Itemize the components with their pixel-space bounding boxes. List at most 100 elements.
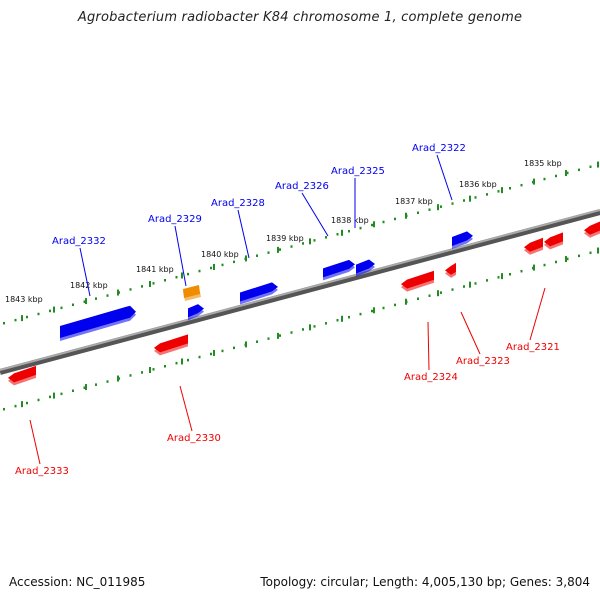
gene-feature[interactable] [323,259,355,281]
scale-reverse-dot [428,294,431,297]
scale-tick-label: 1839 kbp [266,234,304,243]
scale-reverse-dot [359,312,362,316]
gene-label-arad-2325[interactable]: Arad_2325 [331,166,385,177]
scale-reverse-dot [382,306,385,310]
scale-reverse-dot [451,288,454,291]
scale-reverse-dot [256,340,258,343]
scale-reverse-dot [348,315,350,319]
scale-reverse-dot [474,282,477,285]
gene-feature[interactable] [401,270,434,292]
gene-label-arad-2326[interactable]: Arad_2326 [275,181,329,192]
scale-reverse-dot [290,331,293,334]
scale-forward-dot [83,300,86,303]
gene-label-arad-2324[interactable]: Arad_2324 [404,372,458,383]
gene-label-arad-2330[interactable]: Arad_2330 [167,433,221,444]
gene-callouts: Arad_2332Arad_2329Arad_2328Arad_2326Arad… [15,143,560,477]
scale-reverse-dot [509,273,511,276]
scale-forward-dot [95,297,97,300]
gene-label-arad-2321[interactable]: Arad_2321 [506,342,560,353]
scale-forward-dot [371,223,373,227]
scale-reverse-dot [106,380,109,383]
scale-forward-dot [348,229,350,233]
scale-reverse-dot [279,334,281,337]
gene-label-arad-2323[interactable]: Arad_2323 [456,356,510,367]
gene-feature[interactable] [524,237,543,255]
gene-feature[interactable] [60,305,136,341]
scale-reverse-dot [95,383,97,386]
scale-forward-dot [164,279,166,282]
scale-reverse-dot [141,371,143,374]
scale-forward-dot [129,288,132,291]
scale-reverse-dot [60,392,63,396]
gene-label-arad-2332[interactable]: Arad_2332 [52,236,106,247]
scale-reverse-dot [83,386,86,389]
scale-forward-dot [221,263,224,267]
scale-tick-labels: 1843 kbp 1842 kbp 1841 kbp 1840 kbp 1839 kbp… [5,159,562,304]
scale-forward-dot [267,251,270,254]
gene-feature[interactable] [183,285,201,301]
accession-text: Accession: NC_011985 [9,575,146,589]
scale-reverse-dot [371,309,373,313]
scale-reverse-dot [486,279,488,282]
gene-label-arad-2322[interactable]: Arad_2322 [412,143,466,154]
gene-feature[interactable] [240,282,278,305]
scale-reverse-dot [267,337,270,340]
topology-text: Topology: circular; Length: 4,005,130 bp… [260,575,590,589]
gene-label-arad-2333[interactable]: Arad_2333 [15,466,69,477]
scale-reverse-dot [72,389,74,393]
scale-reverse-dot [578,254,580,258]
gene-label-arad-2329[interactable]: Arad_2329 [148,214,202,225]
scale-reverse-dot [440,291,442,294]
scale-forward-dot [417,211,419,215]
scale-reverse-dot [49,395,51,399]
gene-feature[interactable] [8,365,36,386]
scale-forward-dot [72,303,74,307]
gene-features [8,221,600,386]
scale-forward-dot [520,183,523,187]
scale-track-reverse [3,247,599,411]
backbone [0,209,600,375]
scale-reverse-dot [463,285,465,288]
scale-reverse-dot [520,269,523,273]
scale-reverse-dot [233,346,235,350]
scale-reverse-dot [187,358,189,362]
gene-feature[interactable] [188,304,204,321]
scale-reverse-dot [555,260,557,264]
callout-line [529,287,546,341]
scale-reverse-dot [198,355,201,359]
scale-tick-label: 1843 kbp [5,295,43,304]
scale-reverse-dot [543,263,546,267]
scale-reverse-dot [175,361,178,365]
scale-forward-dot [555,174,557,178]
scale-tick-label: 1841 kbp [136,265,174,274]
gene-feature[interactable] [154,334,188,356]
scale-reverse-dot [26,401,28,405]
gene-feature[interactable] [452,231,473,249]
scale-forward-dot [256,254,258,257]
gene-feature[interactable] [584,221,600,238]
scale-reverse-dot [336,319,339,322]
scale-forward-dot [175,275,178,279]
gene-feature[interactable] [445,262,456,278]
scale-reverse-dot [152,368,155,371]
scale-forward-dot [49,309,51,313]
scale-reverse-dot [497,276,500,279]
scale-forward-dot [279,248,281,251]
scale-forward-dot [325,236,327,239]
scale-forward-dot [210,266,212,270]
gene-label-arad-2328[interactable]: Arad_2328 [211,198,265,209]
scale-forward-dot [152,282,155,285]
scale-reverse-dot [221,349,224,353]
scale-reverse-dot [394,303,396,307]
gene-feature[interactable] [544,232,563,250]
scale-tick-label: 1837 kbp [395,197,433,206]
scale-forward-dot [233,260,235,264]
scale-reverse-dot [302,328,304,331]
scale-forward-dot [428,208,431,211]
scale-tick-label: 1842 kbp [70,281,108,290]
scale-track-forward [3,161,599,325]
scale-reverse-dot [325,322,327,325]
gene-feature[interactable] [356,259,375,277]
scale-forward-dot [359,226,362,230]
